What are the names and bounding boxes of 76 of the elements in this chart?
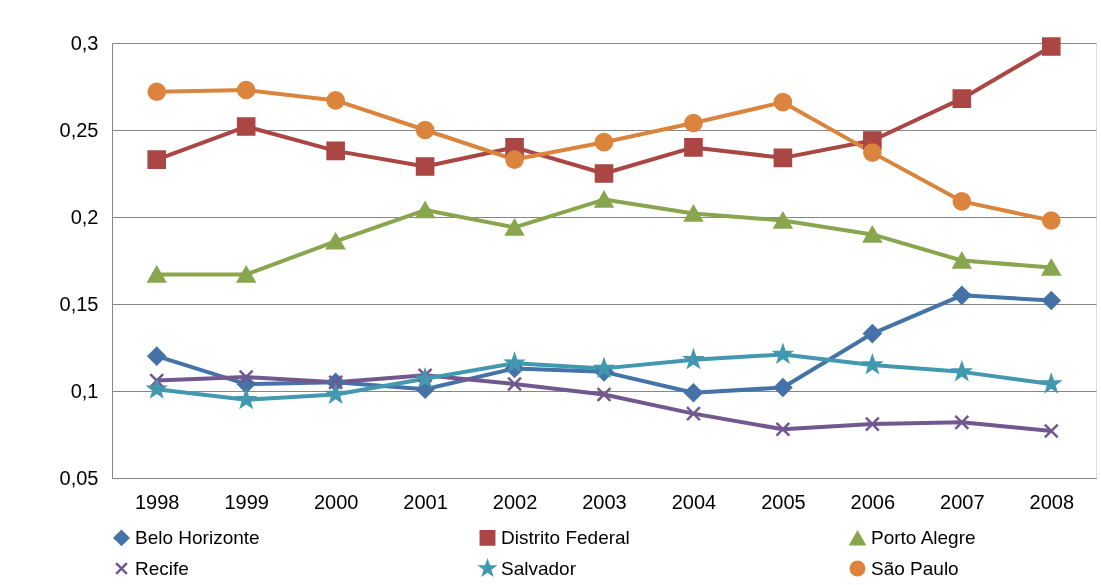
point [864,416,881,432]
x-tick-label: 2004 [671,490,717,513]
point [596,386,612,403]
point [415,201,435,219]
point [954,414,970,431]
point [326,91,345,110]
point [952,192,972,211]
point [682,348,705,370]
x-tick-label: 2007 [940,490,985,513]
legend-label: Porto Alegre [871,527,976,549]
point [145,377,168,399]
point [147,346,167,366]
x-tick-label: 2005 [761,490,806,513]
point [594,132,614,152]
point [594,164,614,183]
point [236,266,256,283]
point [685,405,702,422]
point [684,113,703,133]
point [863,324,882,343]
point [861,353,884,375]
x-tick-label: 2000 [313,490,359,513]
point [236,80,256,100]
legend-label: Belo Horizonte [135,526,260,548]
point [952,252,972,269]
point [1040,372,1063,394]
point [326,233,345,250]
y-tick-label: 0,1 [70,379,99,402]
y-tick-label: 0,3 [70,31,99,54]
point [506,376,523,392]
y-tick-label: 0,25 [59,118,99,141]
point [326,141,345,161]
point [952,285,972,305]
x-tick-label: 2008 [1029,490,1075,513]
point [1041,37,1061,56]
point [684,383,703,403]
point [952,89,972,108]
point [147,82,167,102]
point [147,266,167,283]
point [147,150,167,169]
point [238,369,254,385]
point [773,378,793,397]
point [1041,291,1061,310]
point [505,219,524,236]
y-tick-label: 0,2 [70,205,99,228]
point [775,421,791,437]
legend-label: Recife [135,557,189,579]
x-tick-label: 1999 [224,490,269,513]
point [773,212,793,229]
point [235,388,258,410]
point [773,92,793,112]
x-tick-label: 2003 [582,490,627,513]
point [684,138,703,157]
point [950,360,973,382]
x-tick-label: 2001 [403,490,448,513]
point [863,143,882,162]
legend-label: São Paulo [871,557,959,579]
point [773,148,793,168]
x-tick-label: 2002 [492,490,538,513]
point [505,150,524,169]
point [1043,423,1059,439]
point [324,383,347,404]
point [594,191,614,208]
point [684,205,703,222]
point [1041,211,1061,230]
point [415,120,435,140]
legend-label: Salvador [501,557,577,579]
y-tick-label: 0,15 [59,292,99,315]
point [863,226,882,243]
legend-label: Distrito Federal [501,526,630,548]
x-tick-label: 1998 [134,490,180,513]
point [236,117,256,136]
point [503,351,526,373]
y-tick-label: 0,05 [59,466,99,489]
x-tick-label: 2006 [850,490,896,513]
point [415,157,435,176]
point [1041,259,1061,276]
